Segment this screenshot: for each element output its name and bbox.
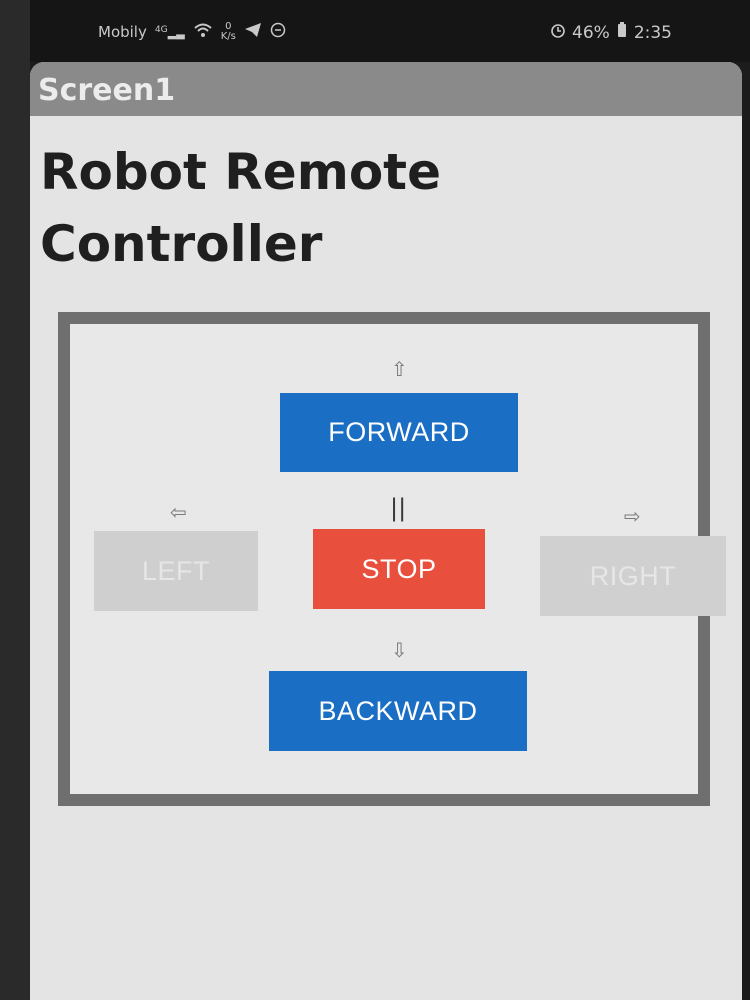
battery-percent: 46% xyxy=(572,22,610,43)
net-speed-value: 0 xyxy=(225,21,232,32)
right-arrow-icon: ⇨ xyxy=(624,504,641,528)
backward-button[interactable]: BACKWARD xyxy=(269,671,527,751)
app-screen: Screen1 Robot Remote Controller ⇧ FORWAR… xyxy=(30,62,742,1000)
phone-bezel xyxy=(0,0,30,1000)
forward-button[interactable]: FORWARD xyxy=(280,393,518,472)
clock: 2:35 xyxy=(633,22,672,43)
battery-icon xyxy=(616,22,628,43)
wifi-icon xyxy=(193,22,213,42)
left-button[interactable]: LEFT xyxy=(94,531,258,611)
status-left-group: Mobily 4G▂▃ 0 K/s xyxy=(98,22,286,42)
screen-title: Screen1 xyxy=(38,73,176,108)
status-right-group: 46% 2:35 xyxy=(550,22,672,43)
pause-icon: || xyxy=(390,494,407,522)
signal-icon: 4G▂▃ xyxy=(154,24,185,40)
page-title: Robot Remote Controller xyxy=(40,143,441,273)
status-bar: Mobily 4G▂▃ 0 K/s 46% 2:35 xyxy=(30,0,750,62)
network-type: 4G xyxy=(154,24,168,36)
up-arrow-icon: ⇧ xyxy=(391,357,408,381)
left-arrow-icon: ⇦ xyxy=(170,500,187,524)
alarm-icon xyxy=(550,22,566,43)
telegram-icon xyxy=(244,22,262,42)
net-speed: 0 K/s xyxy=(221,22,236,42)
stop-button[interactable]: STOP xyxy=(313,529,485,609)
screen-title-bar: Screen1 xyxy=(30,62,742,116)
down-arrow-icon: ⇩ xyxy=(391,638,408,662)
notification-icon xyxy=(270,22,286,42)
right-button[interactable]: RIGHT xyxy=(540,536,726,616)
carrier-name: Mobily xyxy=(98,23,147,41)
net-speed-unit: K/s xyxy=(220,31,236,42)
